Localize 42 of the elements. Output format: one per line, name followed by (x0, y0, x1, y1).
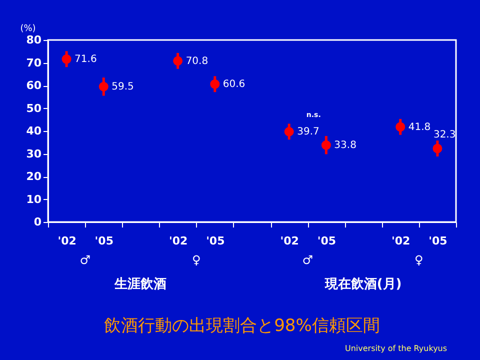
text: 現在飲酒(月) (324, 276, 402, 292)
data-label: 32.3 (433, 130, 456, 141)
data-label: 60.6 (222, 79, 246, 90)
y-tick-label: 10 (26, 192, 42, 206)
point (396, 122, 406, 132)
x-tick-label: '05 (94, 234, 114, 248)
x-tick-label: '05 (428, 234, 448, 248)
y-tick-label: 20 (26, 170, 42, 183)
text: 生涯飲酒 (114, 276, 167, 292)
text: 飲酒行動の出現割合と98%信頼区間 (104, 316, 380, 336)
y-tick-label: 0 (34, 216, 42, 228)
data-label: 33.8 (334, 140, 356, 152)
point (173, 56, 183, 66)
text: ♀ (192, 253, 201, 267)
x-tick-label: '05 (317, 234, 336, 248)
point (284, 126, 294, 136)
x-tick-label: '02 (58, 234, 76, 248)
point (321, 140, 331, 150)
y-tick-label: 60 (26, 79, 42, 92)
data-label: 59.5 (112, 82, 134, 93)
text: ♂ (80, 253, 90, 267)
text: ♂ (302, 253, 314, 267)
x-tick-label: '02 (280, 234, 299, 248)
text: ♀ (414, 253, 424, 267)
y-tick-label: 80 (26, 34, 42, 46)
y-axis-title: (%) (20, 24, 36, 34)
point (98, 82, 108, 92)
y-tick-label: 30 (26, 147, 42, 160)
y-tick-label: 40 (26, 124, 42, 138)
text: University of the Ryukyus (344, 344, 448, 353)
data-label: 70.8 (186, 56, 208, 67)
data-label: 71.6 (74, 54, 97, 66)
y-tick-label: 50 (26, 102, 42, 115)
point (210, 79, 220, 89)
point (432, 144, 442, 154)
x-tick-label: '02 (168, 234, 188, 248)
y-tick-label: 70 (26, 56, 42, 70)
x-tick-label: '02 (392, 234, 410, 248)
x-tick-label: '05 (206, 234, 225, 248)
data-label: 39.7 (297, 126, 320, 138)
data-label: 41.8 (408, 122, 431, 133)
point (62, 54, 72, 64)
